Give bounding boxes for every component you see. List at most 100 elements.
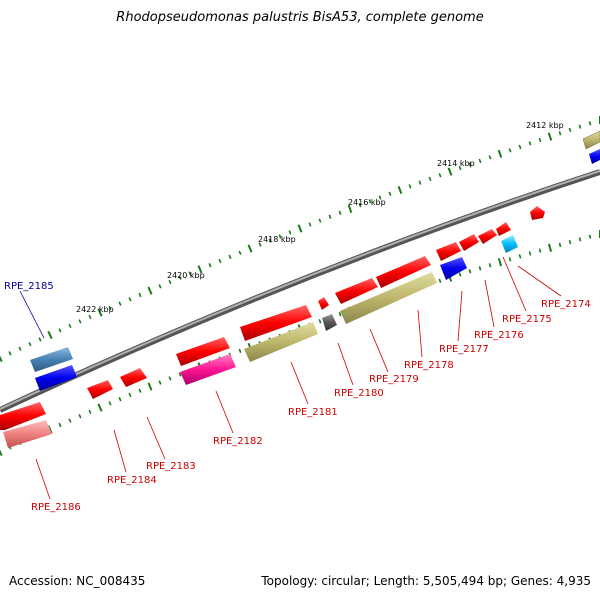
outer-tick-mark xyxy=(508,148,512,153)
feature-RPE_2178[interactable] xyxy=(376,256,431,288)
outer-tick-mark xyxy=(138,292,142,298)
inner-tick-mark xyxy=(178,372,182,377)
feature-RPE_2181[interactable] xyxy=(240,305,312,341)
outer-tick-mark xyxy=(0,355,3,363)
inner-tick-mark xyxy=(497,258,503,267)
outer-tick-mark xyxy=(578,124,582,129)
outer-tick-mark xyxy=(328,214,332,219)
inner-tick-mark xyxy=(78,414,82,419)
feature-magenta-2182[interactable] xyxy=(180,354,236,385)
feature-blue-2177[interactable] xyxy=(440,257,467,280)
outer-tick-mark xyxy=(58,328,62,333)
inner-tick-mark xyxy=(147,382,153,391)
feature-RPE_2177[interactable] xyxy=(459,234,479,251)
inner-tick-mark xyxy=(118,396,122,402)
feature-olive[interactable] xyxy=(582,130,600,150)
inner-tick-mark xyxy=(468,269,472,274)
outer-tick-mark xyxy=(78,319,82,324)
outer-tick-mark xyxy=(197,265,203,274)
inner-tick-mark xyxy=(568,240,572,245)
gene-label[interactable]: RPE_2176 xyxy=(474,330,524,341)
outer-tick-mark xyxy=(228,254,232,260)
inner-tick-mark xyxy=(508,257,512,262)
outer-tick-mark xyxy=(478,158,482,164)
feature-blue-2185b[interactable] xyxy=(35,365,77,391)
outer-tick-mark xyxy=(8,351,12,356)
feature-blue[interactable] xyxy=(589,149,600,164)
outer-tick-mark xyxy=(308,222,312,227)
gene-label[interactable]: RPE_2174 xyxy=(541,299,591,310)
tick-label: 2418 kbp xyxy=(258,235,296,244)
outer-tick-mark xyxy=(97,308,103,317)
outer-tick-mark xyxy=(558,131,562,136)
gene-label[interactable]: RPE_2181 xyxy=(288,407,338,418)
inner-tick-mark xyxy=(128,392,132,398)
inner-tick-mark xyxy=(68,418,72,423)
outer-tick-mark xyxy=(297,224,303,233)
feature-RPE_2185[interactable] xyxy=(30,347,73,372)
gene-label[interactable]: RPE_2186 xyxy=(31,502,81,513)
outer-tick-mark xyxy=(118,301,122,306)
outer-tick-mark xyxy=(68,323,72,329)
feature-RPE_2186[interactable] xyxy=(0,402,46,430)
outer-tick-mark xyxy=(318,218,322,223)
inner-tick-mark xyxy=(588,234,592,239)
inner-tick-mark xyxy=(518,254,522,259)
feature-RPE_2184[interactable] xyxy=(87,380,113,399)
tick-label: 2416 kbp xyxy=(348,198,386,207)
outer-tick-mark xyxy=(208,262,212,268)
inner-tick-mark xyxy=(0,449,3,457)
tick-label: 2414 kbp xyxy=(437,159,475,168)
feature-cyan[interactable] xyxy=(501,235,518,253)
inner-tick-mark xyxy=(438,278,442,283)
gene-label[interactable]: RPE_2180 xyxy=(334,388,384,399)
gene-label[interactable]: RPE_2177 xyxy=(439,344,489,355)
outer-tick-mark xyxy=(158,284,162,289)
feature-RPE_2179[interactable] xyxy=(335,278,378,304)
gene-label[interactable]: RPE_2184 xyxy=(107,475,157,486)
outer-tick-mark xyxy=(438,173,442,178)
outer-tick-mark xyxy=(538,137,542,143)
gene-labels: RPE_2174 RPE_2175 RPE_2176 RPE_2177 RPE_… xyxy=(4,281,591,513)
genome-summary-text: Topology: circular; Length: 5,505,494 bp… xyxy=(261,574,591,588)
outer-tick-mark xyxy=(247,244,253,253)
outer-tick-mark xyxy=(588,121,592,126)
inner-tick-mark xyxy=(238,348,242,353)
feature-RPE_2176[interactable] xyxy=(478,229,497,244)
feature-gray-2180[interactable] xyxy=(322,314,337,331)
feature-RPE_2183[interactable] xyxy=(120,368,147,387)
outer-tick-mark xyxy=(168,279,172,285)
gene-label[interactable]: RPE_2182 xyxy=(213,436,263,447)
inner-tick-mark xyxy=(88,409,92,415)
feature-pink-2186[interactable] xyxy=(3,420,52,448)
inner-tick-mark xyxy=(558,242,562,248)
outer-tick-mark xyxy=(218,258,222,264)
feature-RPE_2175[interactable] xyxy=(496,222,511,236)
feature-olive-2178[interactable] xyxy=(340,272,437,324)
gene-label[interactable]: RPE_2185 xyxy=(4,281,54,292)
feature-RPE_2174[interactable] xyxy=(530,206,545,220)
tick-label: 2422 kbp xyxy=(76,305,114,314)
inner-tick-mark xyxy=(108,401,112,406)
outer-tick-mark xyxy=(347,204,353,214)
inner-tick-mark xyxy=(318,319,322,324)
gene-label[interactable]: RPE_2179 xyxy=(369,374,419,385)
inner-tick-mark xyxy=(528,251,532,256)
inner-tick-mark xyxy=(458,272,462,277)
outer-tick-mark xyxy=(258,242,262,247)
feature-RPE_2180[interactable] xyxy=(318,297,329,310)
feature-olive-2181[interactable] xyxy=(244,322,318,362)
tick-label: 2420 kbp xyxy=(167,271,205,280)
gene-label[interactable]: RPE_2178 xyxy=(404,360,454,371)
outer-tick-mark xyxy=(428,176,432,182)
outer-tick-mark xyxy=(447,167,453,176)
inner-tick-mark xyxy=(138,388,142,393)
gene-label[interactable]: RPE_2175 xyxy=(502,314,552,325)
gene-label[interactable]: RPE_2183 xyxy=(146,461,196,472)
feature-RPE_2182[interactable] xyxy=(176,337,230,366)
outer-tick-track xyxy=(0,116,600,363)
outer-tick-mark xyxy=(518,144,522,150)
outer-tick-mark xyxy=(488,155,492,160)
outer-tick-mark xyxy=(128,297,132,302)
feature-RPE_2177b[interactable] xyxy=(436,242,461,261)
